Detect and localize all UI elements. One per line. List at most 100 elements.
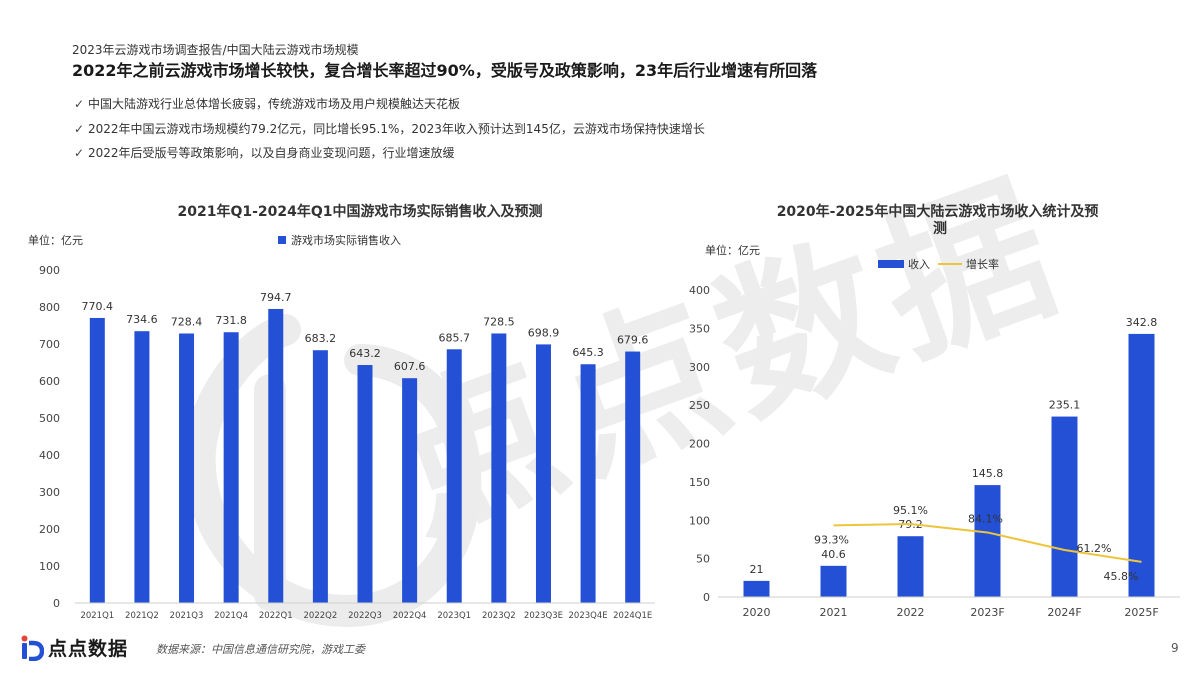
y-tick-label: 100 [39, 560, 60, 573]
data-label: 645.3 [572, 346, 604, 359]
check-icon: ✓ [74, 97, 85, 111]
bullet-item: ✓ 2022年后受版号等政策影响，以及自身商业变现问题，行业增速放缓 [74, 145, 705, 161]
y-tick-label: 250 [689, 399, 710, 412]
legend-label-growth: 增长率 [966, 257, 999, 271]
y-tick-label: 800 [39, 301, 60, 314]
x-tick-label: 2022Q2 [304, 611, 338, 621]
y-tick-label: 100 [689, 514, 710, 527]
y-tick-label: 50 [696, 553, 710, 566]
data-label: 40.6 [821, 548, 846, 561]
x-tick-label: 2020 [743, 606, 771, 619]
data-label: 235.1 [1049, 399, 1081, 412]
growth-line: 93.3% 95.1% 84.1% 61.2% 45.8% [814, 504, 1142, 583]
x-tick-label: 2022Q1 [259, 611, 293, 621]
bar [357, 365, 373, 603]
y-tick-label: 300 [689, 361, 710, 374]
x-axis: 2020 2021 2022 2023F 2024F 2025F [718, 596, 1180, 619]
check-icon: ✓ [74, 121, 85, 136]
data-label: 342.8 [1126, 316, 1158, 329]
y-tick-label: 0 [53, 597, 60, 610]
x-tick-label: 2024F [1047, 606, 1081, 619]
bullet-text: 中国大陆游戏行业总体增长疲弱，传统游戏市场及用户规模触达天花板 [88, 97, 461, 111]
y-tick-label: 900 [39, 264, 60, 277]
unit-label: 单位：亿元 [705, 243, 760, 257]
bar [743, 580, 770, 597]
bar [580, 364, 596, 603]
bar [312, 350, 328, 603]
bullet-item: ✓ 中国大陆游戏行业总体增长疲弱，传统游戏市场及用户规模触达天花板 [74, 96, 705, 112]
y-tick-label: 300 [39, 486, 60, 499]
x-tick-label: 2023Q1 [437, 611, 471, 621]
data-label: 728.4 [171, 315, 203, 328]
y-tick-label: 200 [689, 438, 710, 451]
legend-label-revenue: 收入 [908, 257, 930, 271]
x-tick-label: 2021 [820, 606, 848, 619]
y-tick-label: 400 [39, 449, 60, 462]
bar [1128, 333, 1155, 597]
data-label: 679.6 [617, 334, 649, 347]
data-source: 数据来源：中国信息通信研究院，游戏工委 [156, 643, 365, 656]
y-tick-label: 350 [689, 322, 710, 335]
bar [134, 331, 150, 603]
x-tick-label: 2021Q4 [214, 611, 248, 621]
data-label: 728.5 [483, 315, 515, 328]
x-tick-label: 2025F [1124, 606, 1158, 619]
y-axis: 0 100 200 300 400 500 600 700 800 900 [39, 264, 60, 610]
bullet-text: 2022年中国云游戏市场规模约79.2亿元，同比增长95.1%，2023年收入预… [88, 121, 705, 136]
y-tick-label: 200 [39, 523, 60, 536]
data-label: 683.2 [305, 332, 337, 345]
legend: 游戏市场实际销售收入 [278, 233, 401, 247]
legend-label: 游戏市场实际销售收入 [291, 233, 401, 247]
bar [402, 378, 418, 603]
logo-d [29, 640, 44, 661]
chart-cloud-gaming-revenue: 2020年-2025年中国大陆云游戏市场收入统计及预 测 单位：亿元 收入 增长… [689, 203, 1180, 619]
x-tick-label: 2021Q3 [170, 611, 204, 621]
x-tick-label: 2022Q4 [393, 611, 427, 621]
bar [897, 536, 924, 597]
footer-logo: 点点数据 [20, 634, 128, 661]
y-tick-label: 600 [39, 375, 60, 388]
bar [179, 333, 195, 603]
page-title: 2022年之前云游戏市场增长较快，复合增长率超过90%，受版号及政策影响，23年… [72, 61, 818, 80]
report-header: 2023年云游戏市场调查报告/中国大陆云游戏市场规模 2022年之前云游戏市场增… [72, 42, 1132, 81]
chart-title-line-1: 2020年-2025年中国大陆云游戏市场收入统计及预 [777, 203, 1099, 220]
brand-name: 点点数据 [48, 638, 129, 660]
growth-label: 95.1% [893, 504, 928, 517]
data-label: 21 [750, 563, 764, 576]
data-label: 698.9 [528, 326, 560, 339]
chart-title: 2021年Q1-2024年Q1中国游戏市场实际销售收入及预测 [177, 203, 542, 220]
y-axis: 0 50 100 150 200 250 300 350 400 [689, 284, 710, 604]
y-tick-label: 0 [703, 591, 710, 604]
growth-label: 61.2% [1077, 542, 1112, 555]
x-tick-label: 2024Q1E [613, 611, 652, 621]
x-axis: 2021Q1 2021Q2 2021Q3 2021Q4 2022Q1 2022Q2 2022… [75, 602, 655, 621]
x-tick-label: 2022Q3 [348, 611, 382, 621]
x-tick-label: 2023Q2 [482, 611, 516, 621]
data-label: 607.6 [394, 360, 426, 373]
x-tick-label: 2021Q1 [80, 611, 114, 621]
x-tick-label: 2023Q3E [524, 611, 563, 621]
data-label: 643.2 [349, 347, 381, 360]
x-tick-label: 2023Q4E [569, 611, 608, 621]
growth-label: 84.1% [968, 512, 1003, 525]
bar [625, 351, 641, 603]
bar [89, 317, 105, 603]
growth-label: 93.3% [814, 533, 849, 546]
bar [491, 333, 507, 603]
x-tick-label: 2023F [970, 606, 1004, 619]
logo-dot [21, 635, 28, 641]
bar [1051, 416, 1078, 597]
legend: 收入 增长率 [878, 257, 999, 271]
y-tick-label: 400 [689, 284, 710, 297]
legend-swatch-revenue [878, 260, 904, 268]
y-tick-label: 150 [689, 476, 710, 489]
bar [974, 485, 1001, 597]
growth-line-path [833, 523, 1142, 563]
legend-swatch [278, 236, 286, 244]
x-tick-label: 2022 [897, 606, 925, 619]
breadcrumb: 2023年云游戏市场调查报告/中国大陆云游戏市场规模 [72, 43, 359, 57]
data-label: 770.4 [82, 300, 114, 313]
logo-stem [22, 642, 27, 659]
page-number: 9 [1171, 641, 1179, 655]
